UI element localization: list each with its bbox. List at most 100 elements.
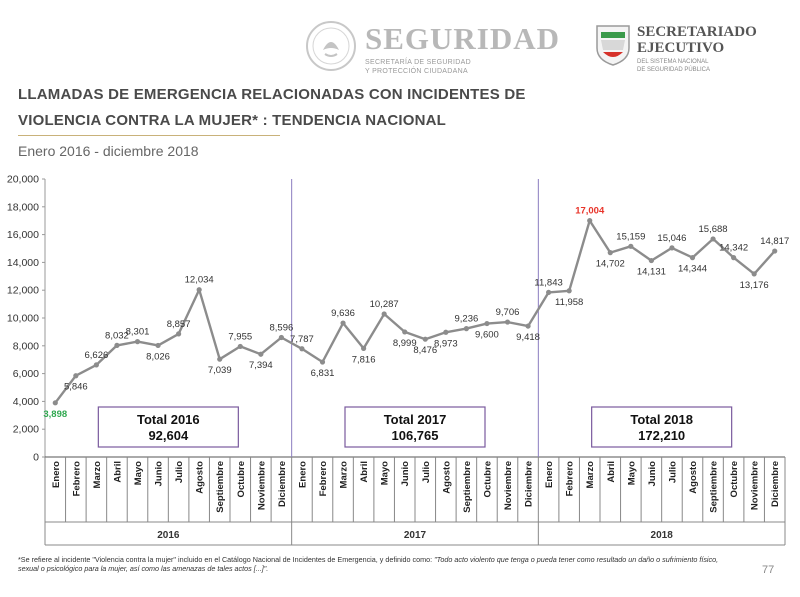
data-point (381, 311, 387, 317)
series-line (54, 219, 776, 404)
x-tick-label: Marzo (92, 461, 103, 489)
footnote-text: *Se refiere al incidente "Violencia cont… (18, 555, 435, 564)
data-point (299, 346, 305, 352)
x-tick-label: Diciembre (277, 461, 288, 507)
y-tick-label: 4,000 (13, 396, 39, 408)
total-value: 92,604 (148, 428, 189, 443)
data-point (689, 255, 696, 261)
x-tick-label: Mayo (380, 461, 391, 485)
data-point (422, 336, 428, 342)
x-tick-label: Octubre (729, 461, 740, 497)
data-label: 8,032 (105, 330, 129, 341)
data-point (114, 342, 120, 348)
y-tick-label: 20,000 (7, 174, 39, 186)
y-tick-label: 8,000 (13, 340, 39, 352)
data-label: 8,476 (413, 345, 437, 356)
data-point (73, 373, 79, 379)
data-point (525, 323, 531, 329)
x-tick-label: Noviembre (503, 461, 514, 510)
x-tick-label: Septiembre (215, 461, 226, 513)
data-point (176, 331, 182, 337)
header-logos: SEGURIDAD SECRETARÍA DE SEGURIDAD Y PROT… (305, 18, 780, 80)
x-tick-label: Mayo (626, 461, 637, 485)
data-label: 8,973 (434, 338, 458, 349)
data-label: 15,046 (657, 233, 686, 244)
chart-subtitle: Enero 2016 - diciembre 2018 (18, 143, 199, 159)
data-point (52, 400, 58, 406)
y-tick-label: 12,000 (7, 285, 39, 297)
seguridad-title: SEGURIDAD (365, 21, 561, 56)
data-point (155, 342, 161, 349)
x-tick-label: Febrero (318, 461, 329, 497)
y-tick-label: 18,000 (7, 201, 39, 213)
data-point (463, 326, 469, 332)
data-label: 6,831 (311, 368, 335, 379)
title-underline (18, 135, 280, 136)
total-box (591, 406, 733, 448)
x-tick-label: Octubre (482, 461, 493, 497)
page-number: 77 (762, 564, 775, 576)
data-label: 17,004 (575, 206, 605, 217)
x-tick-label: Noviembre (750, 461, 761, 510)
data-label: 14,702 (596, 259, 625, 270)
x-tick-label: Enero (51, 461, 62, 488)
data-label: 9,236 (454, 314, 478, 325)
x-tick-label: Abril (359, 461, 370, 483)
data-point (484, 320, 490, 327)
data-point (731, 255, 737, 261)
secretariado-subtitle: DEL SISTEMA NACIONAL DE SEGURIDAD PÚBLIC… (637, 59, 711, 73)
x-tick-label: Junio (400, 461, 411, 487)
data-label: 12,034 (185, 275, 214, 286)
x-tick-label: Diciembre (524, 461, 535, 507)
secretariado-emblem-icon (596, 25, 630, 66)
mexico-seal-icon (306, 21, 356, 71)
data-point (648, 257, 654, 264)
data-label: 8,301 (126, 327, 150, 338)
data-point (217, 356, 223, 362)
line-chart: 0 2,000 4,000 6,000 8,000 10,000 12,000 14,000 1… (7, 174, 789, 546)
data-label: 7,039 (208, 365, 232, 376)
x-tick-label: Enero (544, 461, 555, 488)
y-tick-label: 16,000 (7, 229, 39, 241)
y-tick-label: 10,000 (7, 313, 39, 325)
data-label: 8,596 (269, 323, 293, 334)
data-point (443, 329, 449, 335)
data-point (196, 287, 202, 293)
data-label: 9,418 (516, 332, 540, 343)
data-label: 15,159 (616, 231, 645, 242)
data-point (607, 250, 613, 256)
data-point (134, 339, 141, 345)
data-point (237, 343, 243, 350)
data-label: 8,999 (393, 338, 417, 349)
year-label: 2018 (651, 530, 674, 541)
x-tick-label: Enero (297, 461, 308, 488)
total-value: 172,210 (638, 428, 685, 443)
x-tick-label: Noviembre (256, 461, 267, 510)
x-tick-label: Diciembre (770, 461, 781, 507)
total-value: 106,765 (392, 428, 439, 443)
x-tick-label: Marzo (585, 461, 596, 489)
data-point (258, 351, 264, 357)
data-point (587, 218, 593, 224)
data-label: 9,636 (331, 308, 355, 319)
data-point (278, 334, 284, 341)
y-tick-label: 6,000 (13, 368, 39, 380)
data-label: 10,287 (370, 299, 399, 310)
data-point (402, 329, 408, 335)
x-tick-label: Julio (174, 461, 185, 483)
data-label: 11,843 (534, 277, 562, 288)
data-point (772, 248, 778, 254)
x-tick-label: Abril (606, 461, 617, 483)
x-tick-label: Mayo (133, 461, 144, 485)
x-tick-label: Julio (667, 461, 678, 483)
data-label: 14,344 (678, 264, 707, 275)
data-label: 6,626 (84, 350, 108, 361)
x-tick-label: Junio (647, 461, 658, 487)
data-point (669, 245, 675, 251)
total-label: Total 2018 (630, 412, 693, 427)
data-label: 13,176 (740, 280, 769, 291)
x-tick-label: Junio (154, 461, 165, 487)
data-label: 14,131 (637, 267, 666, 278)
data-point (566, 288, 572, 294)
x-tick-label: Octubre (236, 461, 247, 497)
